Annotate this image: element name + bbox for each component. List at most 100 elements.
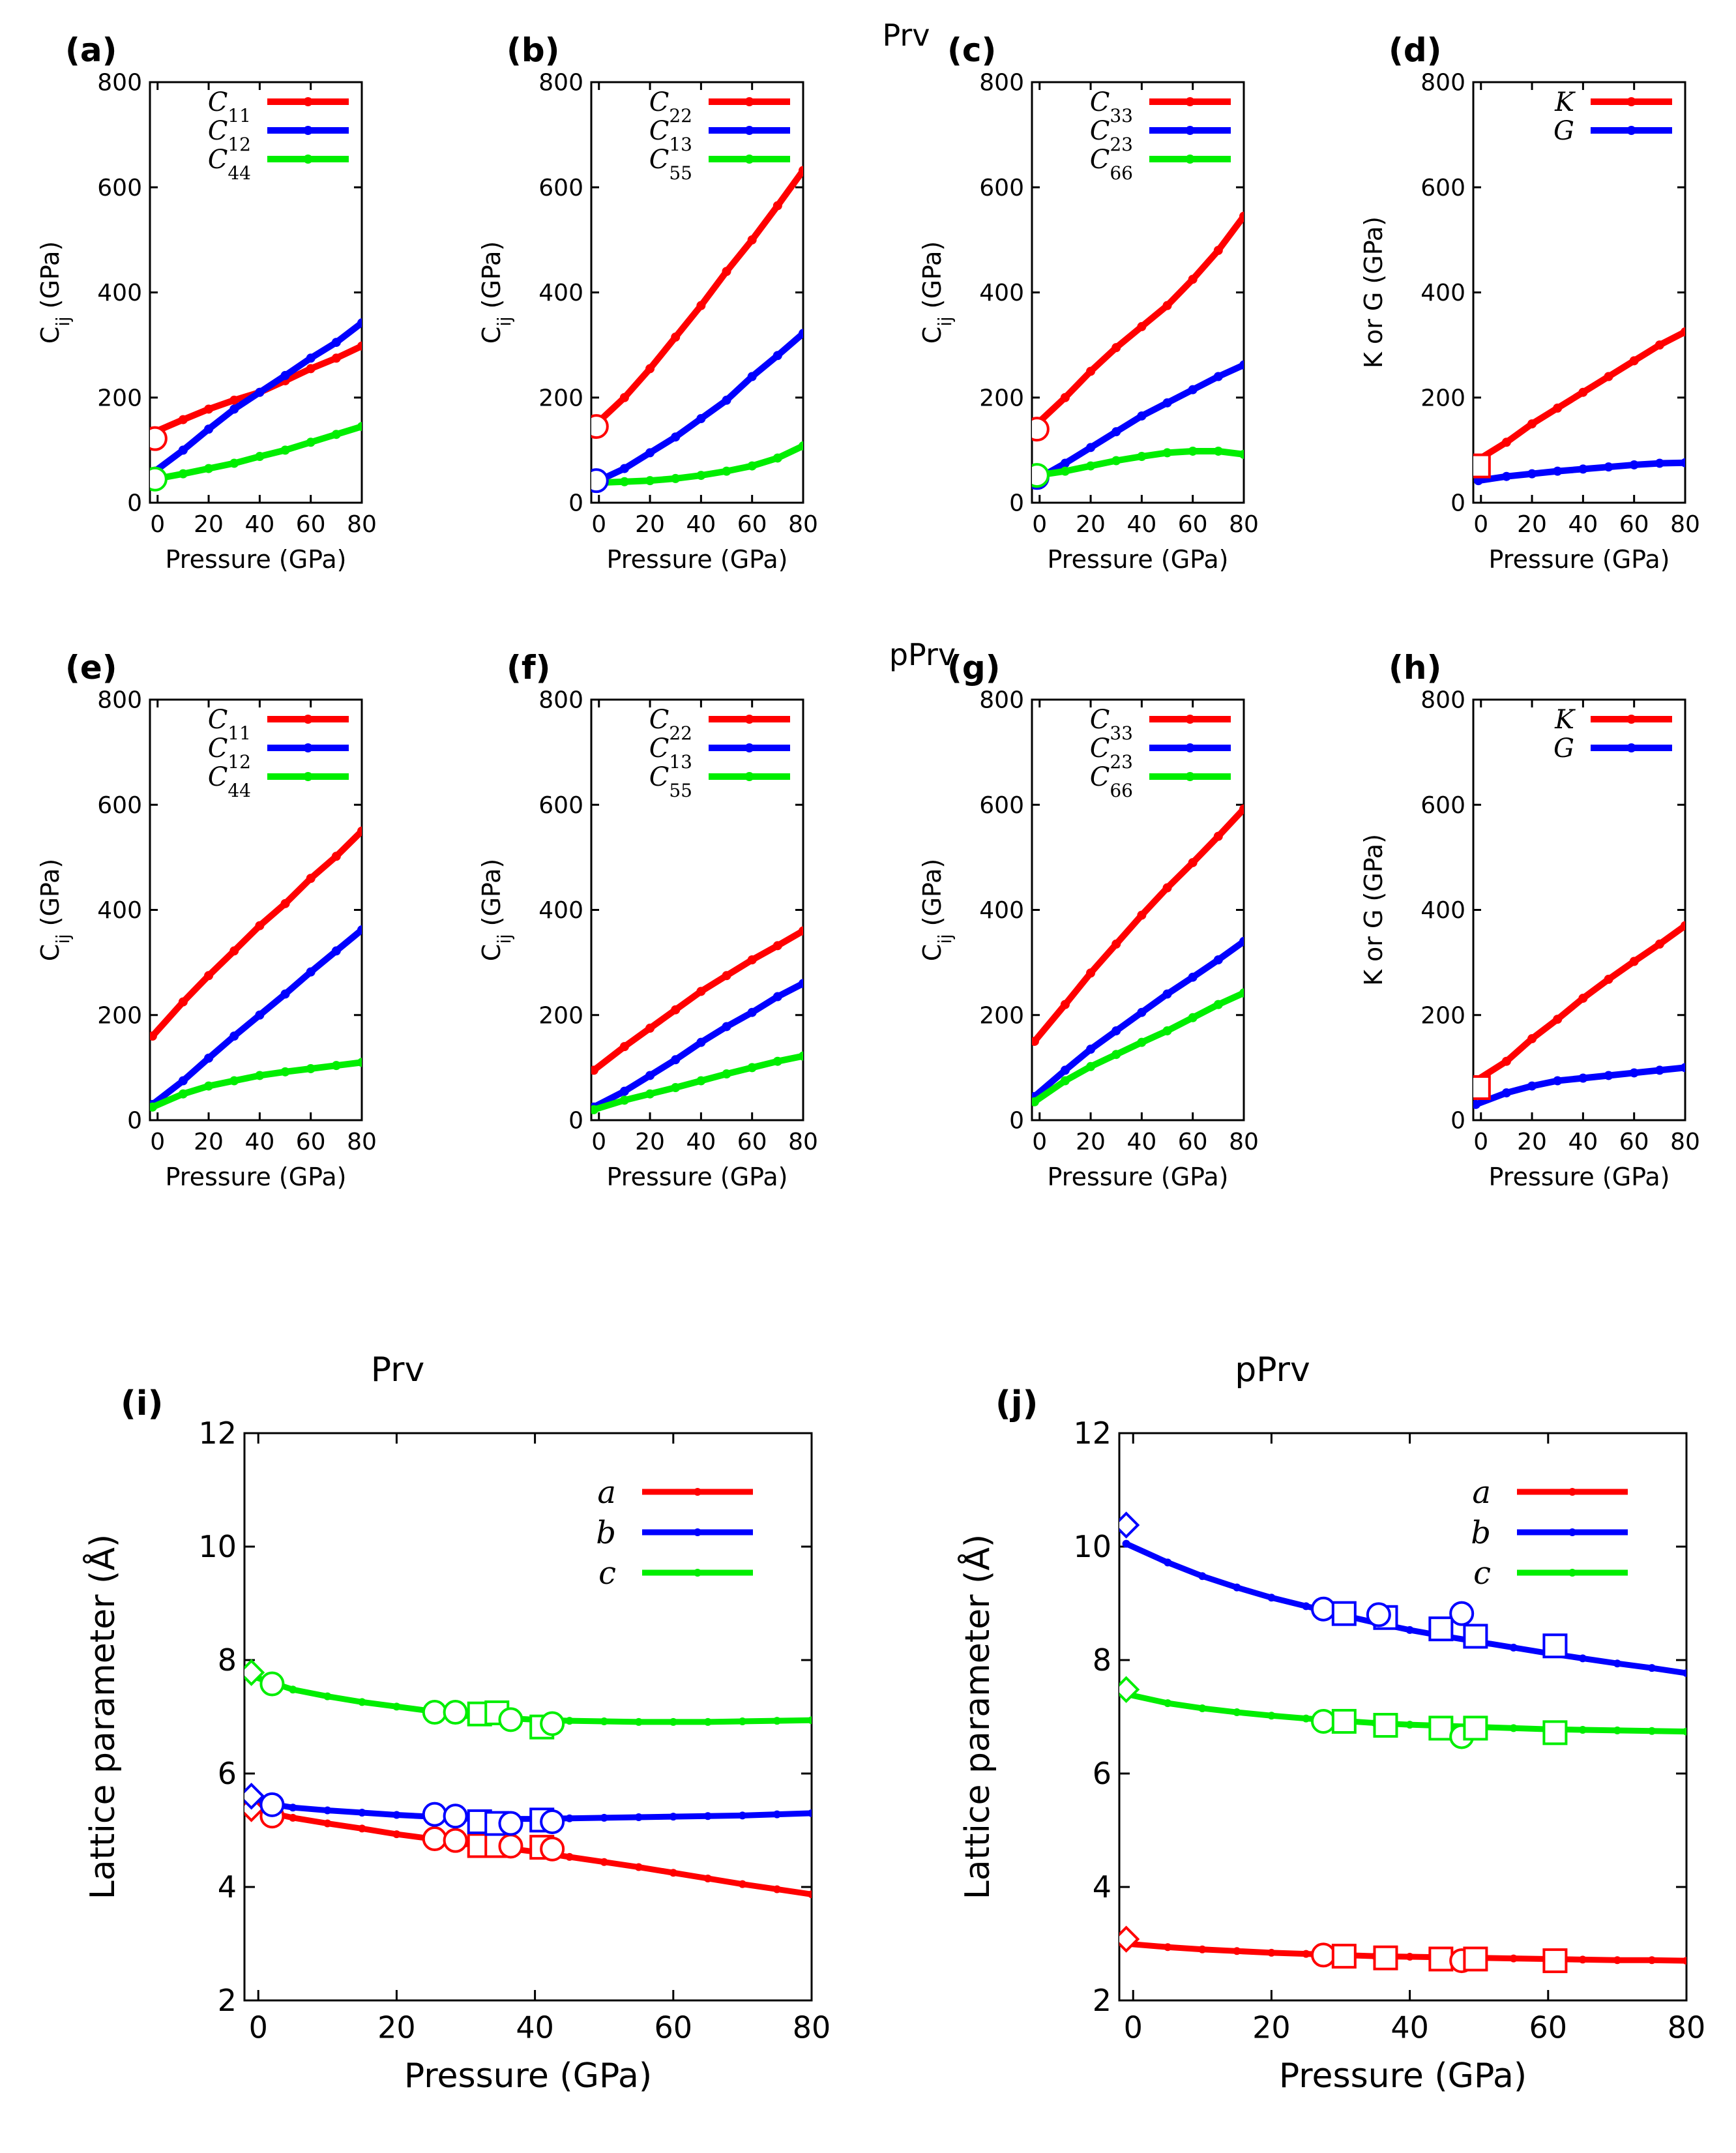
x-tick-label: 0 [150, 511, 165, 538]
x-tick-label: 0 [591, 511, 606, 538]
legend-label: b [1471, 1515, 1491, 1551]
exp-point-diamond [244, 1783, 265, 1810]
exp-point-circle [443, 1828, 468, 1853]
exp-point-circle [540, 1836, 565, 1862]
series-point [1162, 883, 1172, 893]
series-point [1647, 1664, 1656, 1672]
series-point [331, 353, 341, 363]
legend-label-symbol: C [649, 116, 669, 146]
series-point [306, 1063, 316, 1073]
x-axis-label: Pressure (GPa) [166, 545, 347, 574]
series-line-C22 [593, 167, 803, 428]
exp-point-circle [540, 1711, 565, 1736]
exp-point-circle [150, 426, 168, 451]
series-point [229, 1076, 239, 1086]
series-point [1629, 356, 1639, 366]
x-tick-label: 0 [1473, 511, 1488, 538]
series-point [1198, 1572, 1207, 1581]
series-point [1233, 1947, 1241, 1955]
x-tick-label: 60 [1619, 511, 1649, 538]
legend-label: a [597, 1474, 616, 1511]
legend-swatch-dot [694, 1528, 701, 1536]
legend-label-subscript: 22 [669, 105, 692, 126]
series-point [1473, 1099, 1480, 1109]
y-axis-label: K or G (GPa) [1359, 834, 1388, 986]
series-point [358, 1698, 366, 1706]
y-axis-label: Cij (GPa) [477, 241, 515, 344]
series-point [1086, 1045, 1096, 1054]
panel-label: (a) [65, 31, 117, 69]
series-point [323, 1692, 332, 1700]
series-line-C33 [1033, 213, 1244, 428]
series-point [1188, 446, 1198, 456]
y-tick-label: 4 [1093, 1869, 1111, 1905]
exp-point-circle [540, 1809, 565, 1834]
series-point [808, 1716, 812, 1725]
y-tick-label: 12 [1073, 1416, 1111, 1451]
legend-label-subscript: 12 [228, 751, 251, 773]
series-point [565, 1717, 574, 1725]
x-tick-label: 40 [1126, 511, 1156, 538]
series-point [1405, 1721, 1414, 1729]
series-point [1239, 936, 1244, 946]
y-tick-label: 800 [979, 70, 1024, 97]
panel-label: (c) [947, 31, 996, 69]
series-point [1655, 1065, 1664, 1075]
series-point [722, 1022, 731, 1032]
legend-swatch-dot [303, 155, 313, 164]
y-tick-label: 200 [979, 1002, 1024, 1029]
legend-label: C13 [649, 734, 692, 773]
legend-swatch-dot [1185, 743, 1195, 752]
series-point [565, 1852, 574, 1861]
series-point [799, 979, 803, 988]
x-tick-label: 60 [1178, 511, 1208, 538]
x-tick-label: 60 [296, 1129, 326, 1155]
legend-label-symbol: a [597, 1474, 616, 1511]
series-point [645, 1071, 655, 1080]
y-axis-label: K or G (GPa) [1359, 216, 1388, 368]
panel-label: (j) [995, 1384, 1038, 1423]
legend-label-subscript: 23 [1110, 751, 1133, 773]
legend-label: C12 [208, 734, 251, 773]
legend-label-subscript: 66 [1110, 780, 1133, 801]
plot-area [1032, 804, 1244, 1106]
legend-label-symbol: C [1090, 762, 1110, 792]
series-point [703, 1717, 712, 1726]
legend-label-symbol: K [1554, 705, 1576, 735]
series-point [204, 1081, 214, 1091]
series-point [669, 1717, 677, 1726]
y-axis-label: Cij (GPa) [36, 859, 74, 961]
legend-label-symbol: C [649, 145, 669, 175]
series-point [229, 395, 239, 405]
x-tick-label: 40 [686, 1129, 716, 1155]
series-point [1604, 462, 1613, 472]
series-point [392, 1702, 401, 1711]
series-point [1553, 466, 1563, 476]
legend-label-symbol: C [208, 734, 228, 764]
series-point [255, 387, 265, 397]
series-point [799, 441, 803, 451]
legend-label-subscript: 44 [228, 780, 251, 801]
legend-label-subscript: 22 [669, 722, 692, 744]
legend-label-subscript: 44 [228, 162, 251, 184]
x-tick-label: 80 [1670, 1129, 1700, 1155]
series-point [1239, 988, 1244, 998]
y-axis-label-unit: (GPa) [918, 241, 947, 317]
series-point [1137, 411, 1147, 421]
legend-label-symbol: C [1090, 705, 1110, 735]
x-tick-label: 80 [793, 2010, 831, 2045]
series-point [280, 370, 290, 380]
exp-point-diamond [1119, 1676, 1140, 1703]
y-tick-label: 400 [979, 280, 1024, 306]
series-point [645, 1023, 655, 1033]
legend-swatch-dot [744, 772, 754, 781]
series-point [178, 1089, 188, 1099]
x-tick-label: 0 [591, 1129, 606, 1155]
series-point [229, 458, 239, 468]
series-point [722, 971, 731, 981]
y-axis-label-subscript: ij [495, 934, 515, 943]
series-point [669, 1813, 677, 1821]
series-point [1111, 939, 1121, 949]
exp-point-diamond [1119, 1925, 1140, 1953]
